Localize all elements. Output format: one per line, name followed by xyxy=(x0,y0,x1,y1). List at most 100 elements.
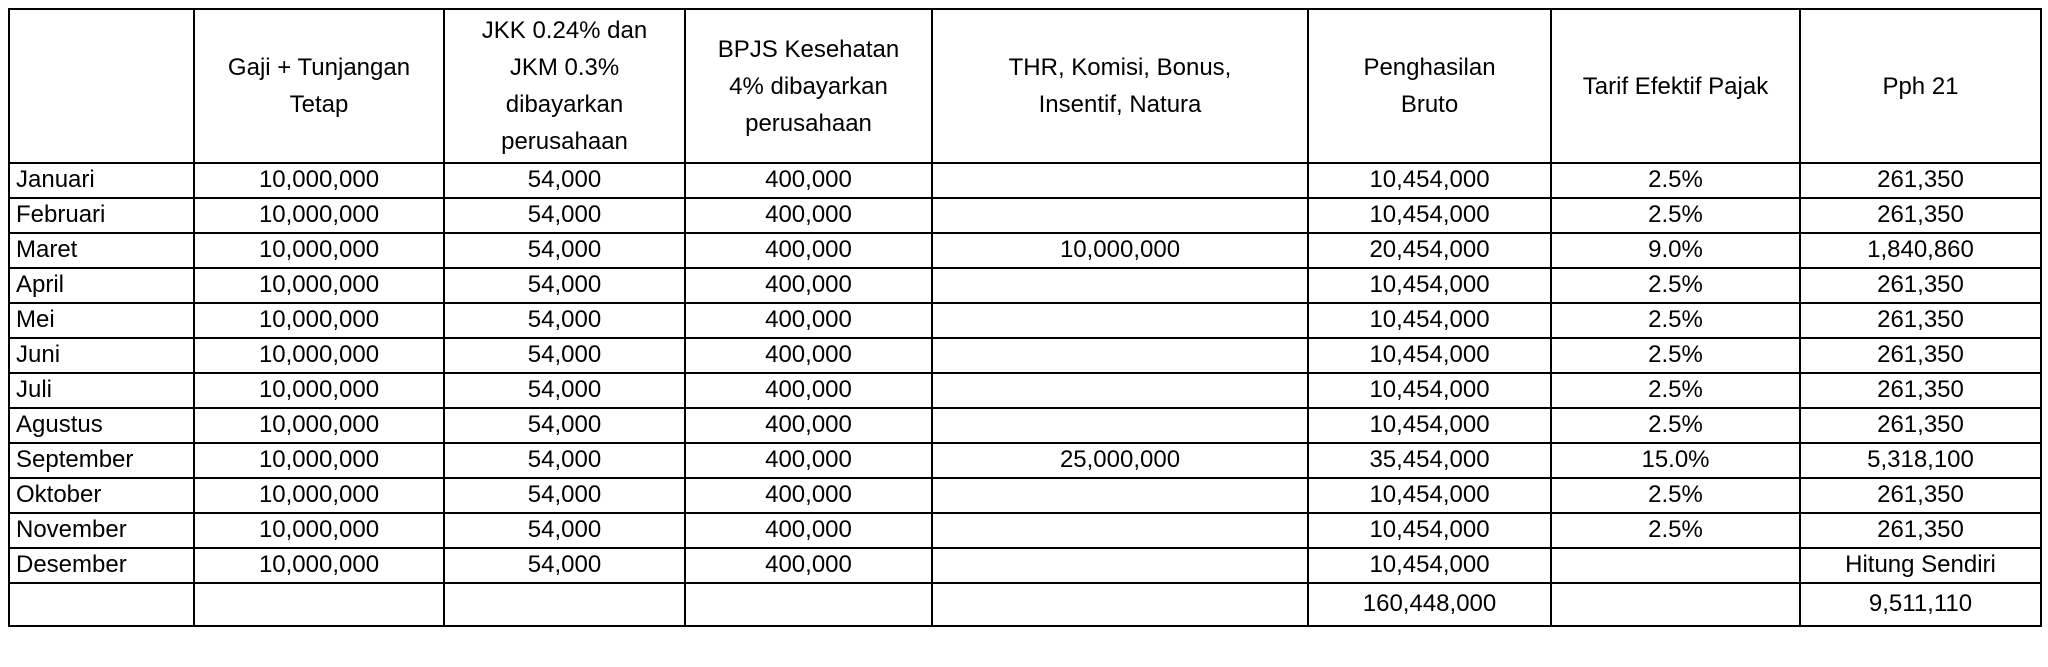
data-cell-penghasilan_bruto: 10,454,000 xyxy=(1307,302,1552,339)
table-row: Oktober 10,000,000 54,000 400,000 10,454,000… xyxy=(8,477,2042,514)
data-cell-thr_komisi_bonus xyxy=(931,477,1309,514)
data-cell-thr_komisi_bonus xyxy=(931,267,1309,304)
data-cell-pph_21: 261,350 xyxy=(1799,477,2042,514)
data-cell-gaji_tunjangan_tetap: 10,000,000 xyxy=(193,267,445,304)
table-row: Mei 10,000,000 54,000 400,000 10,454,000 2.5%… xyxy=(8,302,2042,339)
data-cell-gaji_tunjangan_tetap: 10,000,000 xyxy=(193,547,445,584)
data-cell-jkk_jkm: 54,000 xyxy=(443,162,686,199)
row-label-cell: Oktober xyxy=(8,477,195,514)
data-cell-thr_komisi_bonus xyxy=(931,547,1309,584)
data-cell-thr_komisi_bonus xyxy=(931,302,1309,339)
data-cell-jkk_jkm xyxy=(443,582,686,627)
data-cell-bpjs_kesehatan: 400,000 xyxy=(684,302,933,339)
header-bpjs-kesehatan: BPJS Kesehatan 4% dibayarkan perusahaan xyxy=(684,8,933,164)
data-cell-penghasilan_bruto: 160,448,000 xyxy=(1307,582,1552,627)
row-label-cell: April xyxy=(8,267,195,304)
data-cell-gaji_tunjangan_tetap: 10,000,000 xyxy=(193,302,445,339)
data-cell-thr_komisi_bonus xyxy=(931,407,1309,444)
data-cell-jkk_jkm: 54,000 xyxy=(443,197,686,234)
header-thr-komisi-bonus: THR, Komisi, Bonus, Insentif, Natura xyxy=(931,8,1309,164)
data-cell-tarif_efektif_pajak: 15.0% xyxy=(1550,442,1801,479)
data-cell-jkk_jkm: 54,000 xyxy=(443,302,686,339)
data-cell-pph_21: 261,350 xyxy=(1799,337,2042,374)
data-cell-pph_21: 261,350 xyxy=(1799,267,2042,304)
row-label-cell: Januari xyxy=(8,162,195,199)
data-cell-tarif_efektif_pajak: 2.5% xyxy=(1550,302,1801,339)
data-cell-pph_21: Hitung Sendiri xyxy=(1799,547,2042,584)
data-cell-pph_21: 261,350 xyxy=(1799,512,2042,549)
table-row: Juni 10,000,000 54,000 400,000 10,454,000 2.5… xyxy=(8,337,2042,374)
data-cell-pph_21: 261,350 xyxy=(1799,197,2042,234)
data-cell-gaji_tunjangan_tetap xyxy=(193,582,445,627)
table-row: Januari 10,000,000 54,000 400,000 10,454,000… xyxy=(8,162,2042,199)
data-cell-jkk_jkm: 54,000 xyxy=(443,442,686,479)
data-cell-gaji_tunjangan_tetap: 10,000,000 xyxy=(193,407,445,444)
data-cell-gaji_tunjangan_tetap: 10,000,000 xyxy=(193,197,445,234)
data-cell-thr_komisi_bonus xyxy=(931,512,1309,549)
header-jkk-jkm: JKK 0.24% dan JKM 0.3% dibayarkan perusa… xyxy=(443,8,686,164)
data-cell-tarif_efektif_pajak: 9.0% xyxy=(1550,232,1801,269)
table-row: November 10,000,000 54,000 400,000 10,454,00… xyxy=(8,512,2042,549)
data-cell-bpjs_kesehatan: 400,000 xyxy=(684,407,933,444)
data-cell-bpjs_kesehatan: 400,000 xyxy=(684,232,933,269)
data-cell-pph_21: 5,318,100 xyxy=(1799,442,2042,479)
data-cell-jkk_jkm: 54,000 xyxy=(443,232,686,269)
data-cell-pph_21: 261,350 xyxy=(1799,162,2042,199)
data-cell-penghasilan_bruto: 10,454,000 xyxy=(1307,267,1552,304)
data-cell-gaji_tunjangan_tetap: 10,000,000 xyxy=(193,442,445,479)
data-cell-thr_komisi_bonus xyxy=(931,582,1309,627)
data-cell-bpjs_kesehatan: 400,000 xyxy=(684,337,933,374)
row-label-cell: September xyxy=(8,442,195,479)
data-cell-penghasilan_bruto: 10,454,000 xyxy=(1307,477,1552,514)
data-cell-tarif_efektif_pajak: 2.5% xyxy=(1550,407,1801,444)
row-label-cell: Februari xyxy=(8,197,195,234)
data-cell-tarif_efektif_pajak xyxy=(1550,547,1801,584)
data-cell-penghasilan_bruto: 10,454,000 xyxy=(1307,407,1552,444)
header-row: Gaji + Tunjangan Tetap JKK 0.24% dan JKM… xyxy=(8,8,2042,164)
table-row: Maret 10,000,000 54,000 400,000 10,000,000 20… xyxy=(8,232,2042,269)
data-cell-bpjs_kesehatan: 400,000 xyxy=(684,547,933,584)
data-cell-tarif_efektif_pajak: 2.5% xyxy=(1550,162,1801,199)
table-row: Agustus 10,000,000 54,000 400,000 10,454,000… xyxy=(8,407,2042,444)
table-row: April 10,000,000 54,000 400,000 10,454,000 2.… xyxy=(8,267,2042,304)
pph21-tax-table: Gaji + Tunjangan Tetap JKK 0.24% dan JKM… xyxy=(8,8,2042,627)
data-cell-bpjs_kesehatan: 400,000 xyxy=(684,267,933,304)
data-cell-thr_komisi_bonus xyxy=(931,337,1309,374)
data-cell-thr_komisi_bonus xyxy=(931,372,1309,409)
data-cell-jkk_jkm: 54,000 xyxy=(443,547,686,584)
data-cell-bpjs_kesehatan xyxy=(684,582,933,627)
data-cell-jkk_jkm: 54,000 xyxy=(443,337,686,374)
data-cell-thr_komisi_bonus: 25,000,000 xyxy=(931,442,1309,479)
data-cell-pph_21: 261,350 xyxy=(1799,302,2042,339)
row-label-cell: Juli xyxy=(8,372,195,409)
row-label-cell: Desember xyxy=(8,547,195,584)
data-cell-bpjs_kesehatan: 400,000 xyxy=(684,197,933,234)
data-cell-penghasilan_bruto: 10,454,000 xyxy=(1307,512,1552,549)
data-cell-bpjs_kesehatan: 400,000 xyxy=(684,477,933,514)
row-label-cell: November xyxy=(8,512,195,549)
data-cell-tarif_efektif_pajak: 2.5% xyxy=(1550,372,1801,409)
data-cell-tarif_efektif_pajak: 2.5% xyxy=(1550,477,1801,514)
row-label-cell: Mei xyxy=(8,302,195,339)
data-cell-jkk_jkm: 54,000 xyxy=(443,407,686,444)
data-cell-bpjs_kesehatan: 400,000 xyxy=(684,512,933,549)
data-cell-penghasilan_bruto: 35,454,000 xyxy=(1307,442,1552,479)
data-cell-tarif_efektif_pajak: 2.5% xyxy=(1550,512,1801,549)
header-gaji-tunjangan-tetap: Gaji + Tunjangan Tetap xyxy=(193,8,445,164)
data-cell-pph_21: 261,350 xyxy=(1799,407,2042,444)
data-cell-thr_komisi_bonus: 10,000,000 xyxy=(931,232,1309,269)
data-cell-tarif_efektif_pajak: 2.5% xyxy=(1550,267,1801,304)
data-cell-pph_21: 261,350 xyxy=(1799,372,2042,409)
table-row: Juli 10,000,000 54,000 400,000 10,454,000 2.5… xyxy=(8,372,2042,409)
data-cell-tarif_efektif_pajak: 2.5% xyxy=(1550,197,1801,234)
data-cell-penghasilan_bruto: 20,454,000 xyxy=(1307,232,1552,269)
data-cell-gaji_tunjangan_tetap: 10,000,000 xyxy=(193,512,445,549)
data-cell-penghasilan_bruto: 10,454,000 xyxy=(1307,337,1552,374)
total-row: 160,448,000 9,511,110 xyxy=(8,582,2042,627)
data-cell-thr_komisi_bonus xyxy=(931,197,1309,234)
table-body: Januari 10,000,000 54,000 400,000 10,454,000… xyxy=(8,162,2042,627)
row-label-cell: Juni xyxy=(8,337,195,374)
data-cell-jkk_jkm: 54,000 xyxy=(443,267,686,304)
data-cell-jkk_jkm: 54,000 xyxy=(443,512,686,549)
table-row: Februari 10,000,000 54,000 400,000 10,454,00… xyxy=(8,197,2042,234)
